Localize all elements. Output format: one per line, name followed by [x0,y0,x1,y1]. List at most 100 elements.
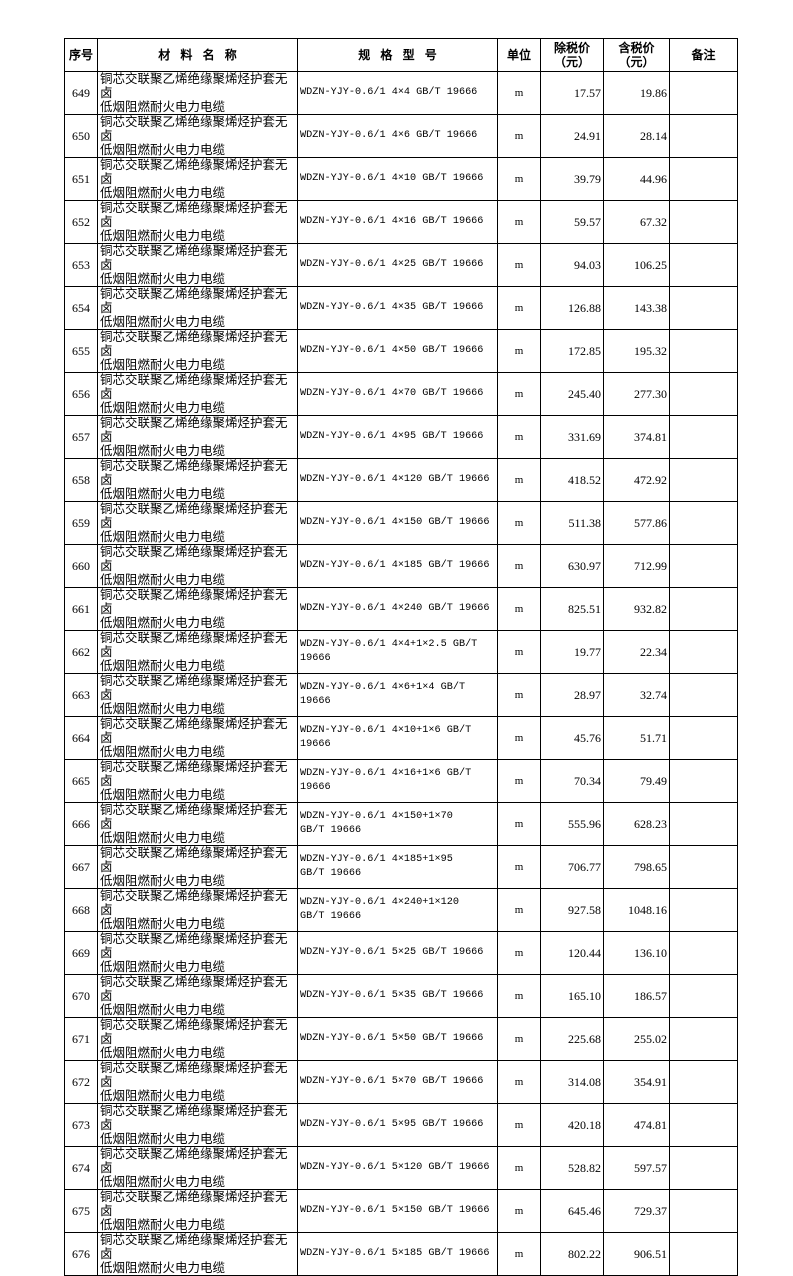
table-row: 661 铜芯交联聚乙烯绝缘聚烯烃护套无卤 低烟阻燃耐火电力电缆 WDZN-YJY-0… [64,587,738,631]
cell-no: 658 [64,458,98,502]
cell-price-inc-tax: 255.02 [603,1017,670,1061]
cell-unit: m [497,501,541,545]
cell-spec: WDZN-YJY-0.6/1 5×120 GB/T 19666 [297,1146,498,1190]
table-row: 654 铜芯交联聚乙烯绝缘聚烯烃护套无卤 低烟阻燃耐火电力电缆 WDZN-YJY-0… [64,286,738,330]
cell-name: 铜芯交联聚乙烯绝缘聚烯烃护套无卤 低烟阻燃耐火电力电缆 [97,372,298,416]
cell-remark [669,286,738,330]
cell-price-inc-tax: 932.82 [603,587,670,631]
header-price-ex-tax: 除税价 （元） [540,38,604,72]
table-row: 673 铜芯交联聚乙烯绝缘聚烯烃护套无卤 低烟阻燃耐火电力电缆 WDZN-YJY-0… [64,1103,738,1147]
cell-price-inc-tax: 28.14 [603,114,670,158]
table-row: 652 铜芯交联聚乙烯绝缘聚烯烃护套无卤 低烟阻燃耐火电力电缆 WDZN-YJY-0… [64,200,738,244]
table-row: 664 铜芯交联聚乙烯绝缘聚烯烃护套无卤 低烟阻燃耐火电力电缆 WDZN-YJY-0… [64,716,738,760]
cell-price-ex-tax: 511.38 [540,501,604,545]
cell-name: 铜芯交联聚乙烯绝缘聚烯烃护套无卤 低烟阻燃耐火电力电缆 [97,845,298,889]
table-header-row: 序号 材 料 名 称 规 格 型 号 单位 除税价 （元） 含税价 （元） 备注 [64,38,738,72]
cell-no: 659 [64,501,98,545]
cell-unit: m [497,286,541,330]
table-row: 649 铜芯交联聚乙烯绝缘聚烯烃护套无卤 低烟阻燃耐火电力电缆 WDZN-YJY-0… [64,71,738,115]
cell-spec: WDZN-YJY-0.6/1 4×35 GB/T 19666 [297,286,498,330]
cell-price-inc-tax: 354.91 [603,1060,670,1104]
table-row: 663 铜芯交联聚乙烯绝缘聚烯烃护套无卤 低烟阻燃耐火电力电缆 WDZN-YJY-0… [64,673,738,717]
cell-remark [669,1103,738,1147]
cell-unit: m [497,845,541,889]
cell-unit: m [497,888,541,932]
cell-price-ex-tax: 645.46 [540,1189,604,1233]
cell-name: 铜芯交联聚乙烯绝缘聚烯烃护套无卤 低烟阻燃耐火电力电缆 [97,458,298,502]
cell-unit: m [497,114,541,158]
cell-no: 662 [64,630,98,674]
cell-no: 660 [64,544,98,588]
cell-unit: m [497,974,541,1018]
cell-spec: WDZN-YJY-0.6/1 5×70 GB/T 19666 [297,1060,498,1104]
cell-name: 铜芯交联聚乙烯绝缘聚烯烃护套无卤 低烟阻燃耐火电力电缆 [97,931,298,975]
cell-name: 铜芯交联聚乙烯绝缘聚烯烃护套无卤 低烟阻燃耐火电力电缆 [97,415,298,459]
cell-spec: WDZN-YJY-0.6/1 5×25 GB/T 19666 [297,931,498,975]
table-row: 674 铜芯交联聚乙烯绝缘聚烯烃护套无卤 低烟阻燃耐火电力电缆 WDZN-YJY-0… [64,1146,738,1190]
cell-price-ex-tax: 555.96 [540,802,604,846]
cell-remark [669,501,738,545]
table-body: 649 铜芯交联聚乙烯绝缘聚烯烃护套无卤 低烟阻燃耐火电力电缆 WDZN-YJY-0… [64,71,738,1276]
cell-price-inc-tax: 67.32 [603,200,670,244]
cell-name: 铜芯交联聚乙烯绝缘聚烯烃护套无卤 低烟阻燃耐火电力电缆 [97,587,298,631]
cell-remark [669,372,738,416]
cell-price-inc-tax: 712.99 [603,544,670,588]
cell-price-ex-tax: 45.76 [540,716,604,760]
table-row: 656 铜芯交联聚乙烯绝缘聚烯烃护套无卤 低烟阻燃耐火电力电缆 WDZN-YJY-0… [64,372,738,416]
cell-spec: WDZN-YJY-0.6/1 4×10+1×6 GB/T 19666 [297,716,498,760]
cell-no: 674 [64,1146,98,1190]
cell-remark [669,329,738,373]
cell-spec: WDZN-YJY-0.6/1 5×50 GB/T 19666 [297,1017,498,1061]
cell-remark [669,802,738,846]
cell-price-ex-tax: 28.97 [540,673,604,717]
cell-unit: m [497,587,541,631]
cell-no: 654 [64,286,98,330]
cell-remark [669,931,738,975]
cell-price-ex-tax: 706.77 [540,845,604,889]
table-row: 659 铜芯交联聚乙烯绝缘聚烯烃护套无卤 低烟阻燃耐火电力电缆 WDZN-YJY-0… [64,501,738,545]
cell-no: 664 [64,716,98,760]
cell-no: 653 [64,243,98,287]
cell-unit: m [497,716,541,760]
table-row: 667 铜芯交联聚乙烯绝缘聚烯烃护套无卤 低烟阻燃耐火电力电缆 WDZN-YJY-0… [64,845,738,889]
cell-spec: WDZN-YJY-0.6/1 4×185+1×95 GB/T 19666 [297,845,498,889]
cell-spec: WDZN-YJY-0.6/1 5×35 GB/T 19666 [297,974,498,1018]
cell-remark [669,845,738,889]
cell-price-inc-tax: 597.57 [603,1146,670,1190]
cell-remark [669,71,738,115]
cell-name: 铜芯交联聚乙烯绝缘聚烯烃护套无卤 低烟阻燃耐火电力电缆 [97,114,298,158]
cell-no: 675 [64,1189,98,1233]
cell-price-ex-tax: 59.57 [540,200,604,244]
cell-remark [669,458,738,502]
cell-unit: m [497,544,541,588]
cell-no: 671 [64,1017,98,1061]
cell-name: 铜芯交联聚乙烯绝缘聚烯烃护套无卤 低烟阻燃耐火电力电缆 [97,1146,298,1190]
cell-name: 铜芯交联聚乙烯绝缘聚烯烃护套无卤 低烟阻燃耐火电力电缆 [97,544,298,588]
cell-price-ex-tax: 927.58 [540,888,604,932]
cell-no: 649 [64,71,98,115]
cell-spec: WDZN-YJY-0.6/1 4×4 GB/T 19666 [297,71,498,115]
cell-price-ex-tax: 418.52 [540,458,604,502]
cell-no: 661 [64,587,98,631]
table-row: 660 铜芯交联聚乙烯绝缘聚烯烃护套无卤 低烟阻燃耐火电力电缆 WDZN-YJY-0… [64,544,738,588]
cell-name: 铜芯交联聚乙烯绝缘聚烯烃护套无卤 低烟阻燃耐火电力电缆 [97,157,298,201]
cell-price-inc-tax: 19.86 [603,71,670,115]
table-row: 675 铜芯交联聚乙烯绝缘聚烯烃护套无卤 低烟阻燃耐火电力电缆 WDZN-YJY-0… [64,1189,738,1233]
table-row: 651 铜芯交联聚乙烯绝缘聚烯烃护套无卤 低烟阻燃耐火电力电缆 WDZN-YJY-0… [64,157,738,201]
cell-unit: m [497,1103,541,1147]
cell-spec: WDZN-YJY-0.6/1 5×185 GB/T 19666 [297,1232,498,1276]
table-row: 668 铜芯交联聚乙烯绝缘聚烯烃护套无卤 低烟阻燃耐火电力电缆 WDZN-YJY-0… [64,888,738,932]
cell-no: 670 [64,974,98,1018]
header-no: 序号 [64,38,98,72]
cell-name: 铜芯交联聚乙烯绝缘聚烯烃护套无卤 低烟阻燃耐火电力电缆 [97,888,298,932]
cell-no: 652 [64,200,98,244]
cell-no: 665 [64,759,98,803]
cell-no: 666 [64,802,98,846]
cell-no: 663 [64,673,98,717]
cell-unit: m [497,415,541,459]
cell-price-ex-tax: 245.40 [540,372,604,416]
cell-spec: WDZN-YJY-0.6/1 4×240+1×120 GB/T 19666 [297,888,498,932]
cell-price-ex-tax: 331.69 [540,415,604,459]
cell-spec: WDZN-YJY-0.6/1 4×25 GB/T 19666 [297,243,498,287]
table-row: 666 铜芯交联聚乙烯绝缘聚烯烃护套无卤 低烟阻燃耐火电力电缆 WDZN-YJY-0… [64,802,738,846]
